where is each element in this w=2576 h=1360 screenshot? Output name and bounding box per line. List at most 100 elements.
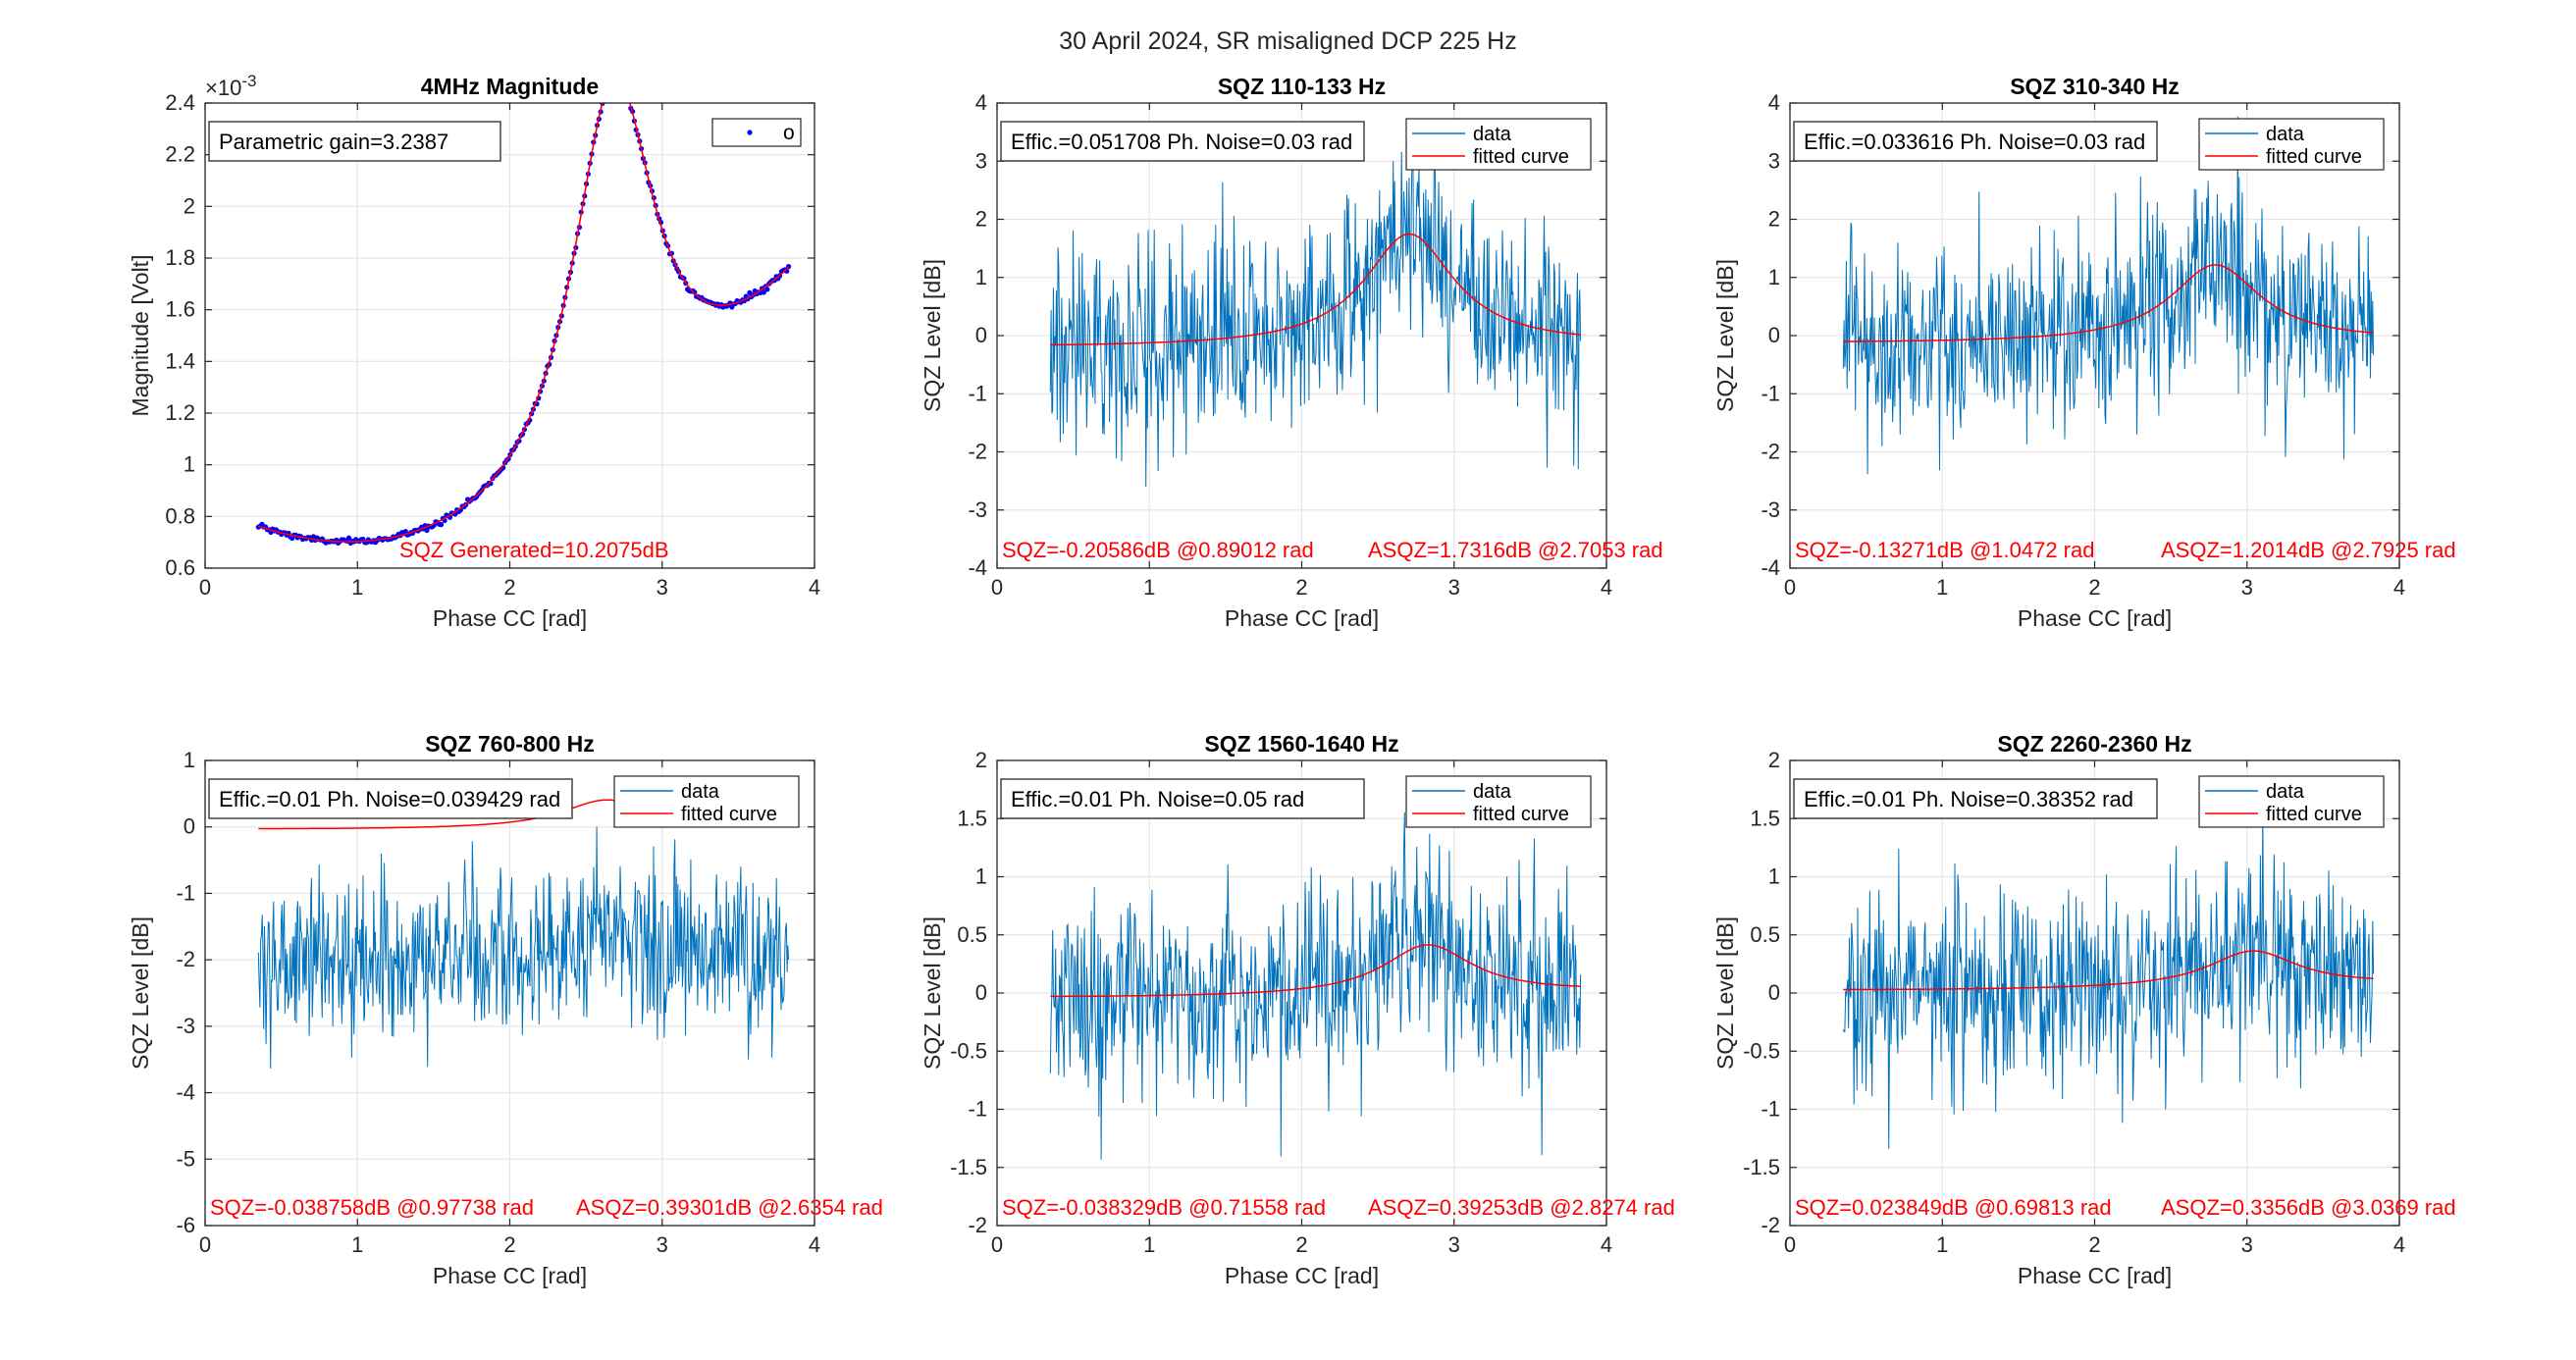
data-point bbox=[602, 94, 606, 99]
asqz-annotation: ASQZ=0.39253dB @2.8274 rad bbox=[1368, 1195, 1675, 1220]
x-axis-label: Phase CC [rad] bbox=[1225, 1263, 1379, 1288]
y-tick-label: -2 bbox=[968, 440, 987, 464]
info-box-frame bbox=[1793, 778, 2158, 819]
y-tick-label: 1 bbox=[184, 452, 195, 477]
y-tick-label: 2 bbox=[184, 193, 195, 218]
x-tick-label: 0 bbox=[199, 1232, 211, 1257]
x-tick-label: 4 bbox=[2393, 575, 2405, 600]
x-axis-label: Phase CC [rad] bbox=[2018, 605, 2172, 631]
y-tick-label: 1.6 bbox=[165, 297, 195, 322]
data-point bbox=[438, 522, 445, 528]
subplot-title: SQZ 1560-1640 Hz bbox=[1204, 731, 1398, 757]
sqz-annotation: SQZ=-0.038758dB @0.97738 rad bbox=[210, 1195, 534, 1220]
x-tick-label: 0 bbox=[199, 575, 211, 600]
data-point bbox=[623, 86, 628, 91]
x-tick-label: 0 bbox=[1784, 575, 1796, 600]
subplot-title: SQZ 2260-2360 Hz bbox=[1997, 731, 2191, 757]
x-axis-label: Phase CC [rad] bbox=[433, 605, 587, 631]
data-layer bbox=[1049, 133, 1582, 488]
legend-label-fit: fitted curve bbox=[681, 804, 777, 825]
legend-label-fit: fitted curve bbox=[1473, 146, 1569, 168]
data-point bbox=[616, 75, 621, 79]
y-tick-label: 0.5 bbox=[957, 922, 987, 947]
y-tick-label: -2 bbox=[1761, 440, 1780, 464]
y-tick-label: -1.5 bbox=[950, 1155, 987, 1179]
data-point bbox=[625, 92, 630, 97]
y-tick-label: -3 bbox=[1761, 497, 1780, 522]
series-fitted-curve bbox=[1843, 950, 2374, 991]
legend-label-fit: fitted curve bbox=[2266, 804, 2362, 825]
data-point bbox=[608, 77, 613, 81]
info-box-text: Effic.=0.01 Ph. Noise=0.38352 rad bbox=[1804, 787, 2133, 811]
x-axis-label: Phase CC [rad] bbox=[2018, 1263, 2172, 1288]
x-tick-label: 2 bbox=[1295, 1232, 1307, 1257]
y-tick-label: 1.2 bbox=[165, 400, 195, 425]
info-box-frame bbox=[1000, 778, 1365, 819]
info-box: Parametric gain=3.2387 bbox=[208, 121, 501, 162]
series-fitted-curve bbox=[1050, 233, 1581, 346]
x-tick-label: 1 bbox=[351, 1232, 363, 1257]
legend-frame bbox=[2198, 118, 2385, 171]
y-tick-label: 2 bbox=[1768, 207, 1780, 232]
asqz-annotation: ASQZ=1.7316dB @2.7053 rad bbox=[1368, 538, 1663, 562]
y-tick-label: 0.5 bbox=[1750, 922, 1780, 947]
asqz-annotation: ASQZ=0.3356dB @3.0369 rad bbox=[2161, 1195, 2456, 1220]
asqz-annotation: ASQZ=0.39301dB @2.6354 rad bbox=[576, 1195, 883, 1220]
y-axis-label: SQZ Level [dB] bbox=[128, 916, 153, 1070]
legend-label-data: data bbox=[2266, 781, 2305, 803]
y-tick-label: 1.5 bbox=[1750, 806, 1780, 830]
data-point bbox=[692, 289, 698, 295]
x-tick-label: 1 bbox=[1936, 575, 1948, 600]
data-point bbox=[619, 77, 624, 81]
subplot-1: 0 1 2 3 4 0.6 0.8 1 1.2 1.4 1.6 1.8 2 2.2 2.4 ×10-3 4MHz… bbox=[128, 72, 820, 631]
subplot-6: 0 1 2 3 4 -2 -1.5 -1 -0.5 0 0.5 1 1.5 2 SQZ 2260-2360 … bbox=[1712, 731, 2456, 1288]
y-tick-label: 3 bbox=[1768, 148, 1780, 173]
y-tick-label: -0.5 bbox=[1743, 1038, 1780, 1063]
x-tick-label: 0 bbox=[991, 1232, 1003, 1257]
info-box-frame bbox=[1793, 121, 2158, 162]
x-tick-label: 4 bbox=[809, 1232, 820, 1257]
sqz-annotation: SQZ=-0.038329dB @0.71558 rad bbox=[1002, 1195, 1326, 1220]
info-box-text: Parametric gain=3.2387 bbox=[219, 130, 448, 154]
y-tick-label: -3 bbox=[176, 1014, 195, 1038]
legend-label-fit: fitted curve bbox=[2266, 146, 2362, 168]
legend-label-data: data bbox=[1473, 781, 1512, 803]
legend-label-fit: fitted curve bbox=[1473, 804, 1569, 825]
legend: o bbox=[711, 118, 802, 147]
x-tick-label: 3 bbox=[1448, 1232, 1460, 1257]
series-data-line bbox=[1049, 133, 1582, 488]
x-tick-label: 0 bbox=[1784, 1232, 1796, 1257]
y-axis-label: SQZ Level [dB] bbox=[920, 259, 945, 412]
y-tick-label: -4 bbox=[968, 555, 987, 580]
sqz-annotation: SQZ=-0.13271dB @1.0472 rad bbox=[1795, 538, 2094, 562]
data-point bbox=[764, 287, 770, 292]
data-point bbox=[621, 84, 626, 89]
data-point bbox=[626, 97, 631, 102]
info-box-text: Effic.=0.01 Ph. Noise=0.039429 rad bbox=[219, 787, 560, 811]
y-tick-label: 2 bbox=[1768, 748, 1780, 772]
x-tick-label: 0 bbox=[991, 575, 1003, 600]
sqz-annotation: SQZ=-0.20586dB @0.89012 rad bbox=[1002, 538, 1314, 562]
y-tick-label: 1.8 bbox=[165, 245, 195, 270]
legend-label: o bbox=[783, 122, 795, 144]
info-box: Effic.=0.01 Ph. Noise=0.039429 rad bbox=[208, 778, 573, 819]
y-tick-label: 0 bbox=[1768, 980, 1780, 1005]
legend-frame bbox=[2198, 775, 2385, 828]
y-tick-label: -3 bbox=[968, 497, 987, 522]
data-point bbox=[345, 535, 352, 541]
x-tick-label: 1 bbox=[1143, 575, 1155, 600]
y-tick-label: 1 bbox=[184, 748, 195, 772]
x-tick-label: 4 bbox=[809, 575, 820, 600]
data-point bbox=[604, 85, 608, 90]
series-fitted-curve bbox=[1050, 944, 1581, 998]
y-tick-label: 1.4 bbox=[165, 348, 195, 373]
y-tick-label: 2 bbox=[975, 207, 987, 232]
x-tick-label: 1 bbox=[1936, 1232, 1948, 1257]
info-box: Effic.=0.033616 Ph. Noise=0.03 rad bbox=[1793, 121, 2158, 162]
y-tick-label: -5 bbox=[176, 1146, 195, 1171]
x-tick-label: 2 bbox=[1295, 575, 1307, 600]
x-tick-label: 3 bbox=[2241, 575, 2253, 600]
